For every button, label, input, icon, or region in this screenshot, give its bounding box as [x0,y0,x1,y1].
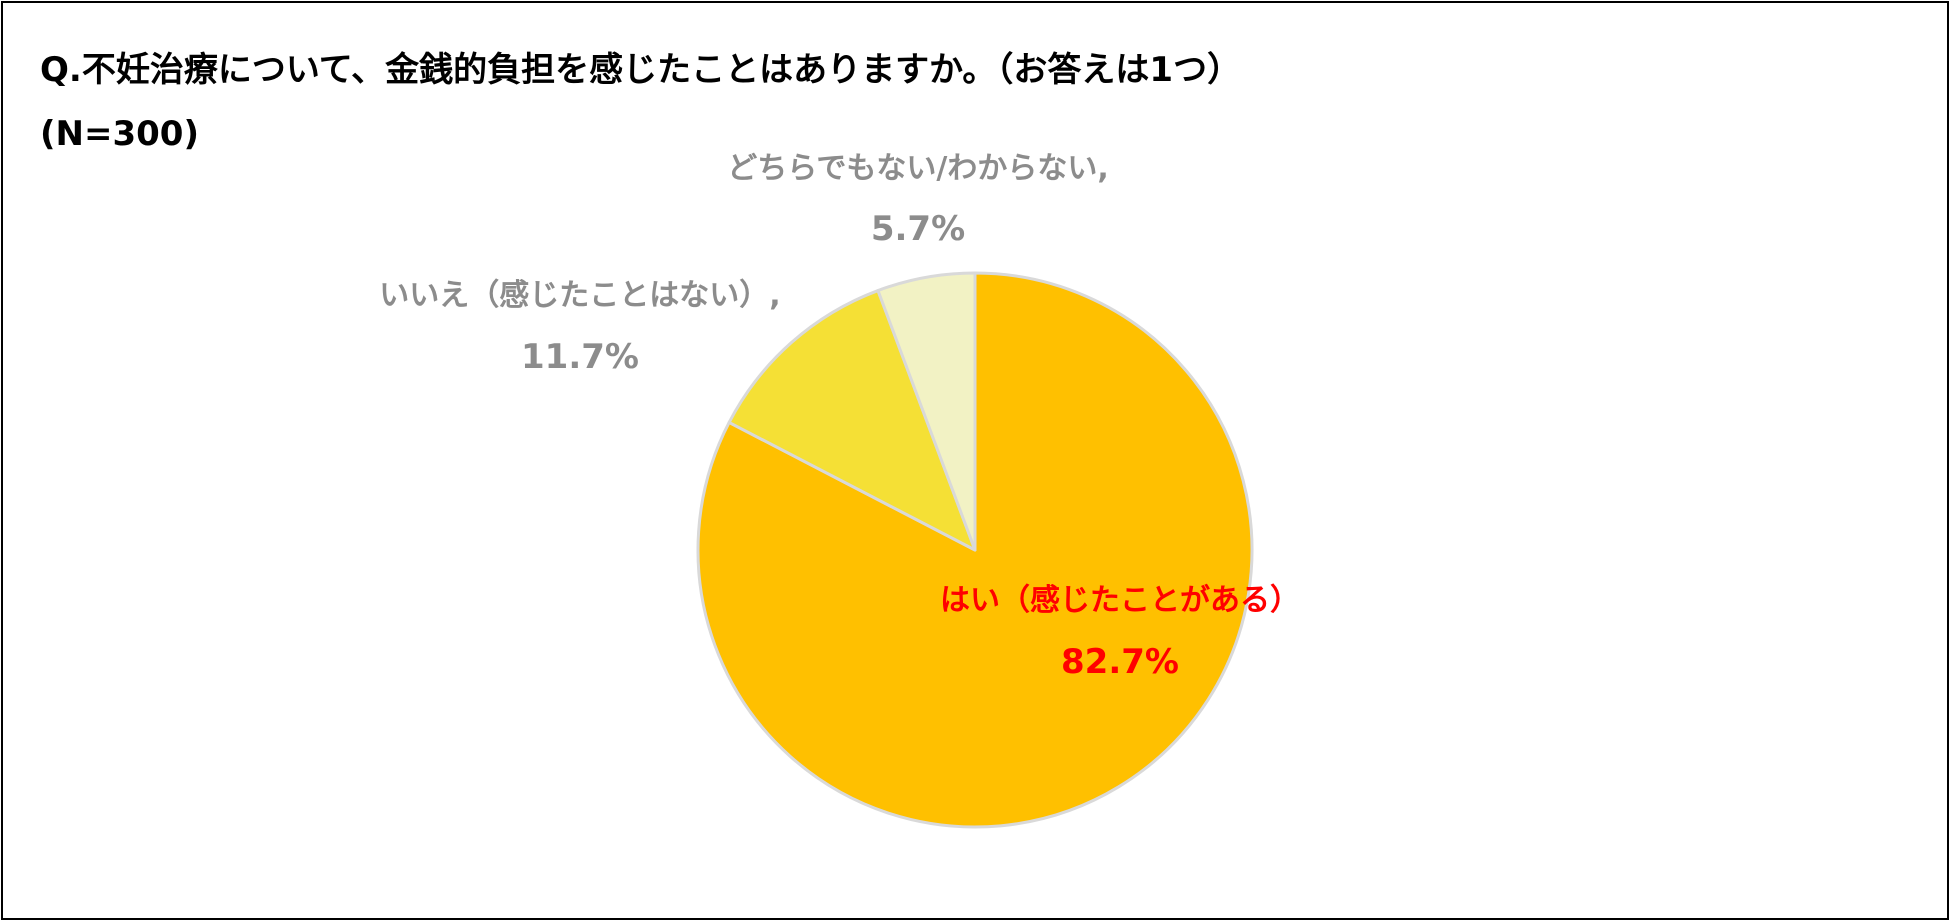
slice-label-yes: はい（感じたことがある） [940,583,1300,618]
pie-slice-no [727,289,977,552]
slice-value-no: 11.7% [521,337,639,377]
slice-label-unsure: どちらでもない/わからない, [727,151,1108,186]
chart-subtitle: (N=300) [40,114,199,154]
chart-title: Q.不妊治療について、金銭的負担を感じたことはありますか。（お答えは1つ） [40,50,1242,90]
slice-value-yes: 82.7% [1061,642,1179,682]
slice-label-no: いいえ（感じたことはない）, [379,278,780,313]
pie-slice-unsure [876,271,977,552]
slice-value-unsure: 5.7% [871,209,965,249]
